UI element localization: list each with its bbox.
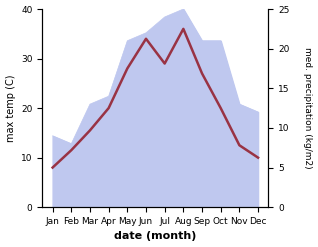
Y-axis label: med. precipitation (kg/m2): med. precipitation (kg/m2) <box>303 47 313 169</box>
Y-axis label: max temp (C): max temp (C) <box>5 74 16 142</box>
X-axis label: date (month): date (month) <box>114 231 197 242</box>
